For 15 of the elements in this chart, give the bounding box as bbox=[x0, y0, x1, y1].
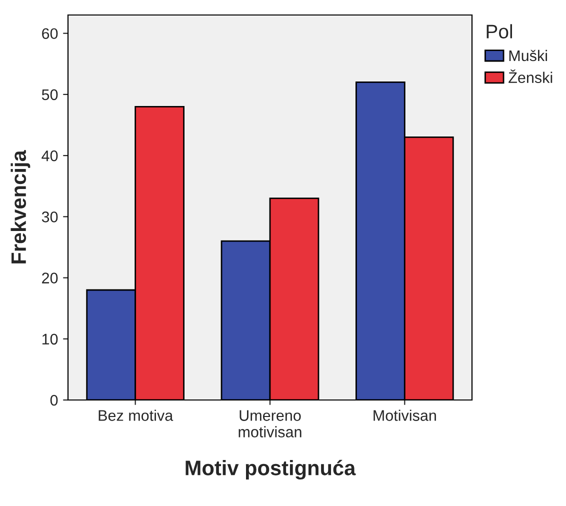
y-tick-label: 30 bbox=[42, 212, 58, 222]
legend-title: Pol bbox=[486, 24, 512, 38]
x-tick-label: Umereno motivisan bbox=[238, 410, 302, 438]
y-tick-label: 60 bbox=[42, 28, 58, 40]
y-tick-label: 10 bbox=[42, 334, 58, 345]
y-tick-label: 40 bbox=[42, 150, 58, 162]
y-tick-label: 20 bbox=[42, 272, 58, 284]
y-tick-label: 50 bbox=[42, 89, 58, 100]
x-tick-label: Bez motiva bbox=[98, 410, 174, 421]
legend-label: Muški bbox=[509, 50, 547, 62]
x-tick-label: Motivisan bbox=[374, 410, 436, 421]
y-axis-title: Frekvencija bbox=[10, 150, 30, 264]
y-tick-label: 0 bbox=[50, 394, 58, 406]
x-axis-title: Motiv postignuća bbox=[186, 460, 356, 480]
legend-label: Ženski bbox=[508, 70, 552, 84]
